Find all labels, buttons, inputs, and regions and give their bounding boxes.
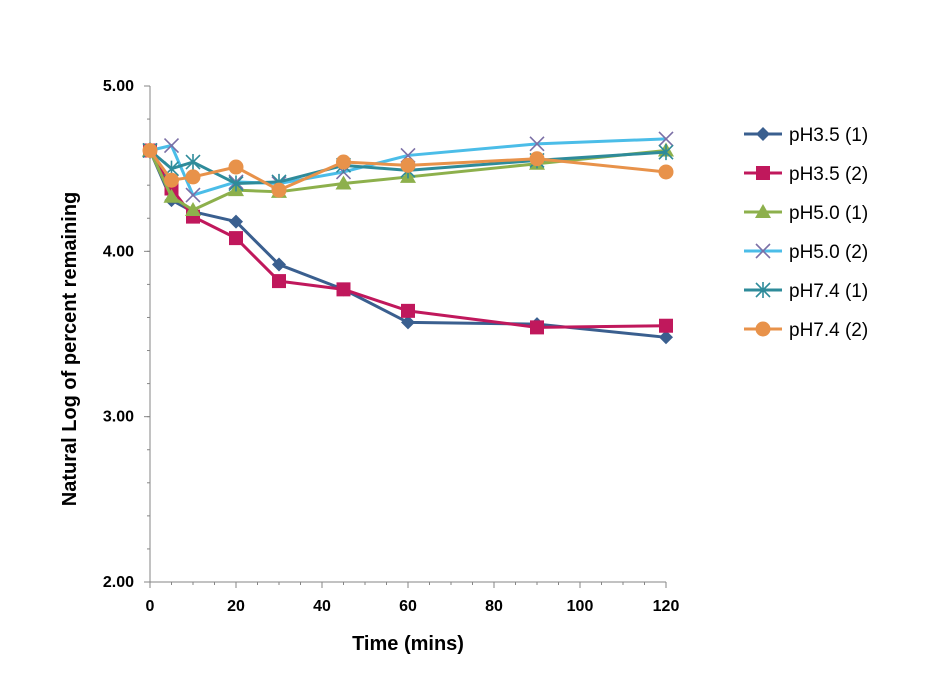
data-point xyxy=(658,144,674,161)
data-point xyxy=(164,172,179,188)
legend-item: pH7.4 (1) xyxy=(744,281,868,302)
y-tick-label: 5.00 xyxy=(103,78,134,95)
data-point xyxy=(185,154,201,171)
legend-marker xyxy=(755,282,771,298)
data-point xyxy=(163,188,180,203)
data-point xyxy=(228,175,244,192)
data-point xyxy=(229,231,243,246)
y-tick-label: 2.00 xyxy=(103,574,134,591)
data-point xyxy=(529,151,545,167)
legend-label: pH5.0 (1) xyxy=(789,203,868,224)
x-tick-label: 0 xyxy=(146,598,155,615)
data-point xyxy=(271,182,287,198)
x-tick-label: 40 xyxy=(313,598,331,615)
legend-label: pH3.5 (2) xyxy=(789,164,868,185)
legend-label: pH7.4 (1) xyxy=(789,281,868,302)
legend-label: pH7.4 (2) xyxy=(789,320,868,341)
data-point xyxy=(336,282,351,297)
data-point xyxy=(185,169,201,185)
data-point xyxy=(142,142,158,158)
legend-item: pH5.0 (1) xyxy=(744,203,868,224)
data-point xyxy=(530,320,544,335)
data-point xyxy=(228,159,244,175)
legend-item: pH5.0 (2) xyxy=(744,242,868,263)
data-point xyxy=(229,214,243,229)
legend-marker xyxy=(755,321,771,337)
data-point xyxy=(529,136,545,152)
x-tick-label: 120 xyxy=(653,598,680,615)
data-point xyxy=(659,318,673,333)
legend-label: pH5.0 (2) xyxy=(789,242,868,263)
data-point xyxy=(400,157,416,173)
x-tick-label: 100 xyxy=(567,598,594,615)
legend-label: pH3.5 (1) xyxy=(789,125,868,146)
x-tick-label: 60 xyxy=(399,598,417,615)
y-axis-title: Natural Log of percent remaining xyxy=(59,192,81,506)
data-point xyxy=(185,187,201,203)
data-point xyxy=(401,315,415,330)
series-ph5-0-1- xyxy=(142,142,674,216)
y-tick-label: 4.00 xyxy=(103,243,134,260)
legend-marker xyxy=(756,166,770,180)
data-point xyxy=(401,303,415,318)
data-point xyxy=(335,175,352,190)
legend-item: pH7.4 (2) xyxy=(744,320,868,341)
series-layer xyxy=(142,131,674,345)
legend-marker xyxy=(755,204,771,218)
legend-marker xyxy=(756,127,770,141)
data-point xyxy=(272,257,286,272)
legend-item: pH3.5 (2) xyxy=(744,164,868,185)
legend-marker xyxy=(755,243,771,259)
data-point xyxy=(272,274,286,289)
data-point xyxy=(336,154,351,170)
data-point xyxy=(163,137,180,154)
y-tick-label: 3.00 xyxy=(103,409,134,426)
legend: pH3.5 (1) pH3.5 (2) pH5.0 (1) pH5.0 (2) pH7.… xyxy=(744,125,868,341)
x-axis-title: Time (mins) xyxy=(352,633,464,655)
axes: 2.00 3.00 4.00 5.00 0 20 40 60 80 100 120 xyxy=(103,78,680,615)
x-tick-label: 20 xyxy=(227,598,245,615)
series-ph7-4-2- xyxy=(142,142,674,198)
data-point xyxy=(185,202,201,216)
x-tick-label: 80 xyxy=(485,598,503,615)
data-point xyxy=(659,330,673,345)
data-point xyxy=(658,131,674,147)
legend-item: pH3.5 (1) xyxy=(744,125,868,146)
data-point xyxy=(658,164,674,180)
